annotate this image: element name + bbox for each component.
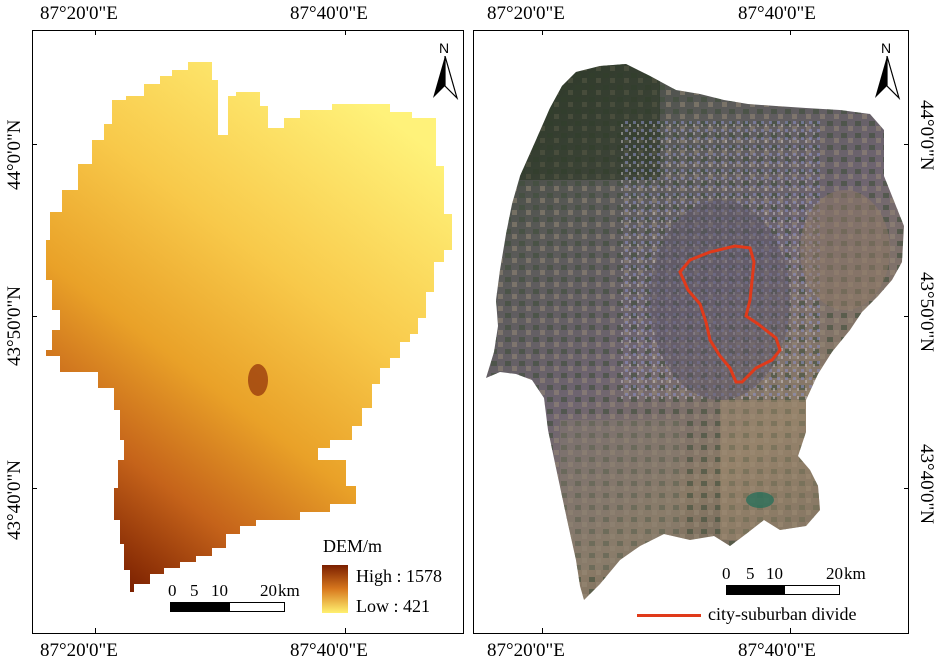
right-bottom-lon-label-1: 87°20'0"E (487, 640, 565, 661)
dem-region (46, 62, 452, 592)
tick (32, 144, 37, 145)
dem-legend-low: Low : 421 (356, 596, 430, 616)
tick (95, 30, 96, 35)
scale-tick-5: 5 (746, 564, 755, 583)
north-label: N (881, 40, 892, 56)
scale-tick-0: 0 (168, 581, 177, 600)
scale-tick-20: 20 (260, 581, 277, 600)
divide-legend-swatch (637, 614, 701, 617)
scale-unit: km (278, 581, 300, 600)
left-top-lon-label-1: 87°20'0"E (40, 3, 118, 24)
scale-unit: km (844, 564, 866, 583)
right-bottom-lon-label-2: 87°40'0"E (738, 640, 816, 661)
scale-bar-left: 0 5 10 20 km (168, 581, 300, 612)
scale-tick-10: 10 (766, 564, 783, 583)
scale-bar-segments (726, 585, 840, 595)
scale-bar-segments (170, 602, 285, 612)
tick (542, 628, 543, 633)
dem-legend-title: DEM/m (323, 536, 383, 556)
right-top-lon-label-1: 87°20'0"E (487, 3, 565, 24)
scale-tick-20: 20 (826, 564, 843, 583)
tick (95, 628, 96, 633)
tick (345, 30, 346, 35)
tick (790, 628, 791, 633)
divide-legend-label: city-suburban divide (708, 604, 857, 624)
left-bottom-lon-label-2: 87°40'0"E (290, 640, 368, 661)
tick (32, 488, 37, 489)
scale-bar-right: 0 5 10 20 km (722, 565, 872, 595)
tick (904, 316, 909, 317)
left-top-lon-label-2: 87°40'0"E (290, 3, 368, 24)
scale-tick-10: 10 (211, 581, 228, 600)
north-arrow-icon (433, 56, 459, 100)
right-top-lon-label-2: 87°40'0"E (738, 3, 816, 24)
tick (542, 30, 543, 35)
tick (345, 628, 346, 633)
scale-tick-5: 5 (190, 581, 199, 600)
north-label: N (439, 40, 450, 56)
north-arrow-right: N (872, 40, 902, 102)
tick (32, 316, 37, 317)
scale-tick-0: 0 (722, 564, 731, 583)
dem-legend-high: High : 1578 (356, 566, 443, 586)
tick (790, 30, 791, 35)
city-suburban-divide-line (678, 244, 782, 384)
dem-legend-ramp (322, 565, 348, 613)
tick (904, 144, 909, 145)
north-arrow-left: N (430, 40, 460, 102)
north-arrow-icon (875, 56, 901, 100)
left-bottom-lon-label-1: 87°20'0"E (40, 640, 118, 661)
tick (904, 488, 909, 489)
